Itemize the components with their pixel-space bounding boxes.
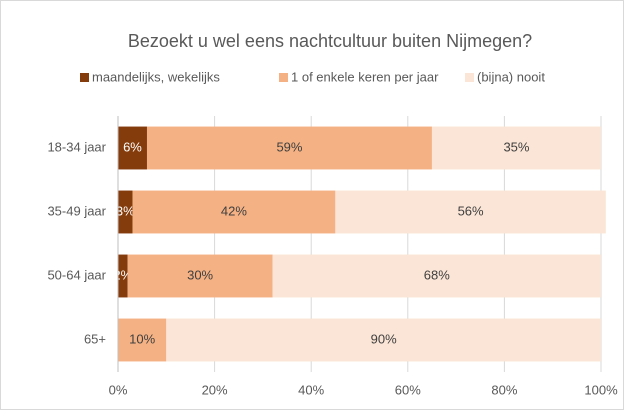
bar-segment xyxy=(146,126,432,170)
bar-segment xyxy=(118,318,167,362)
data-label: 90% xyxy=(371,331,397,346)
data-label: 6% xyxy=(123,139,142,154)
bar-segment xyxy=(272,254,601,298)
x-tick-label: 20% xyxy=(202,382,228,397)
x-tick-label: 100% xyxy=(584,382,618,397)
data-label: 68% xyxy=(424,267,450,282)
x-tick-label: 80% xyxy=(491,382,517,397)
legend-label: maandelijks, wekelijks xyxy=(92,69,220,84)
legend-swatch xyxy=(80,73,89,82)
legend-label: 1 of enkele keren per jaar xyxy=(291,69,439,84)
legend-label: (bijna) nooit xyxy=(477,69,545,84)
data-label: 42% xyxy=(221,203,247,218)
chart-title: Bezoekt u wel eens nachtcultuur buiten N… xyxy=(128,31,532,51)
bar-segment xyxy=(166,318,602,362)
data-label: 35% xyxy=(503,139,529,154)
bar-segment xyxy=(118,190,133,234)
y-tick-label: 35-49 jaar xyxy=(47,203,106,218)
data-label: 10% xyxy=(129,331,155,346)
y-tick-label: 50-64 jaar xyxy=(47,267,106,282)
data-label: 59% xyxy=(276,139,302,154)
y-tick-label: 18-34 jaar xyxy=(47,139,106,154)
y-tick-label: 65+ xyxy=(84,331,106,346)
bar-segment xyxy=(118,126,147,170)
data-label: 3% xyxy=(116,203,135,218)
bar-segment xyxy=(118,254,128,298)
bar-segment xyxy=(132,190,336,234)
data-label: 30% xyxy=(187,267,213,282)
legend-swatch xyxy=(465,73,474,82)
bar-segment xyxy=(127,254,273,298)
data-label: 56% xyxy=(458,203,484,218)
x-tick-label: 40% xyxy=(298,382,324,397)
x-tick-label: 0% xyxy=(109,382,128,397)
bar-segment xyxy=(335,190,606,234)
x-tick-label: 60% xyxy=(395,382,421,397)
legend-swatch xyxy=(279,73,288,82)
bar-segment xyxy=(431,126,601,170)
